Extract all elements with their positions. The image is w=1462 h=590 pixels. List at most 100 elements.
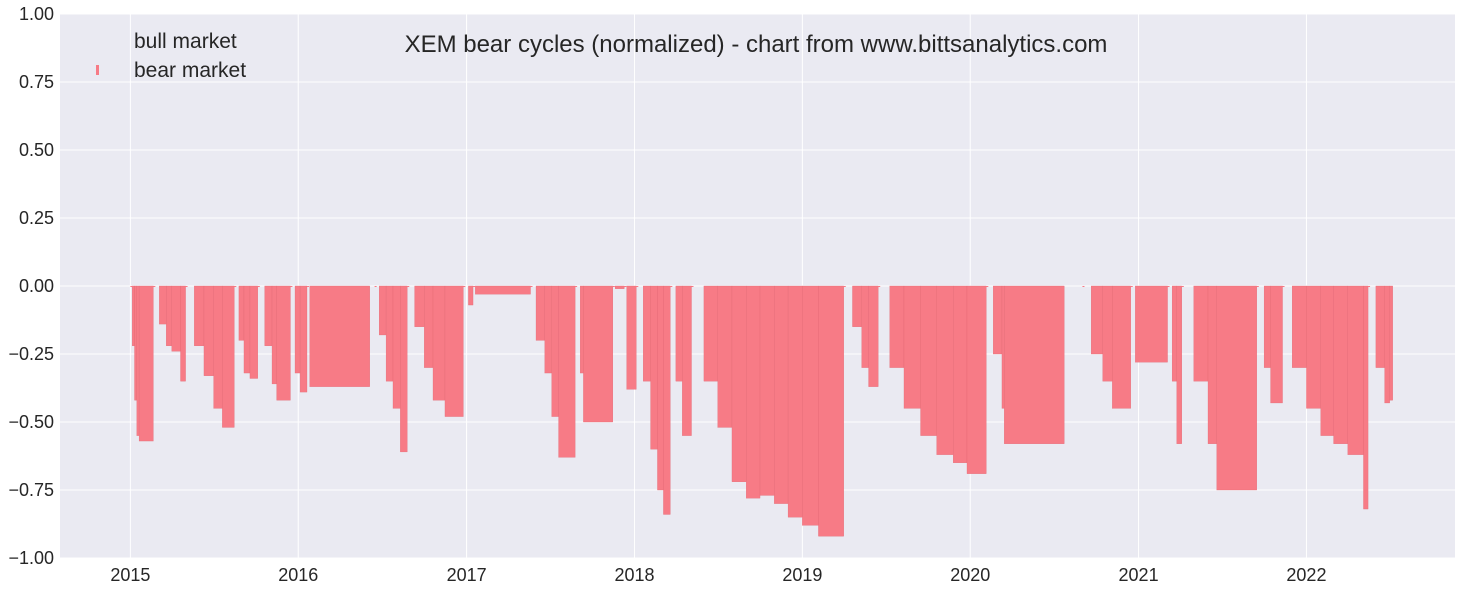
bear-market-bar: [626, 285, 637, 390]
bear-market-bar: [1263, 285, 1271, 368]
bear-market-bar: [1112, 285, 1131, 409]
bear-market-bar: [1135, 285, 1168, 363]
bear-market-bar: [294, 285, 301, 374]
bear-market-bar: [868, 285, 879, 387]
bear-market-bar: [432, 285, 446, 401]
bear-market-bar: [551, 285, 559, 417]
bear-market-bar: [544, 285, 552, 374]
bear-market-bar: [650, 285, 658, 450]
bear-market-bar: [966, 285, 987, 474]
bear-market-bar: [309, 285, 370, 387]
bear-market-bar: [159, 285, 167, 325]
bear-market-bar: [1375, 285, 1385, 368]
bear-market-bar: [746, 285, 761, 499]
bear-cycle-start: [473, 286, 476, 287]
y-tick-label: 0.50: [19, 140, 54, 160]
bear-cycle-start: [636, 286, 639, 287]
bear-market-bar: [1363, 285, 1369, 510]
bear-cycle-start: [530, 286, 533, 287]
bear-market-bar: [657, 285, 664, 491]
legend-bear-label: bear market: [134, 59, 246, 82]
bear-market-bar: [1207, 285, 1217, 444]
bear-market-bar: [424, 285, 434, 368]
bear-market-bar: [213, 285, 223, 409]
bear-market-bar: [1320, 285, 1334, 436]
bear-cycle-start: [130, 286, 133, 287]
legend-bull-label: bull market: [134, 30, 237, 53]
bear-market-bar: [852, 285, 862, 327]
y-tick-label: 0.75: [19, 72, 54, 92]
bear-market-bar: [271, 285, 277, 385]
bear-market-bar: [299, 285, 308, 393]
bear-market-bar: [194, 285, 205, 346]
bear-cycle-start: [374, 286, 377, 287]
bear-market-bar: [861, 285, 869, 368]
bear-market-bar: [1216, 285, 1257, 491]
bear-cycle-start: [1181, 286, 1184, 287]
bear-market-bar: [1347, 285, 1364, 455]
bear-market-bar: [675, 285, 683, 382]
y-tick-labels: −1.00 −0.75 −0.50 −0.25 0.00 0.25 0.50 0.75 1.00: [8, 4, 54, 568]
bear-market-bar: [1384, 285, 1390, 404]
bear-market-bar: [731, 285, 747, 482]
legend: bull market bear market: [96, 30, 246, 82]
bear-cycle-start: [1082, 286, 1085, 287]
bear-market-bar: [468, 285, 474, 306]
x-tick-label: 2021: [1119, 565, 1159, 585]
bear-market-bar: [1306, 285, 1321, 409]
bear-market-bar: [1389, 285, 1393, 401]
bear-market-bar: [392, 285, 401, 409]
bear-market-bar: [1270, 285, 1283, 404]
bear-market-bar: [535, 285, 545, 341]
bear-cycle-start: [290, 286, 293, 287]
bear-cycle-start: [234, 286, 237, 287]
bear-market-bar: [1193, 285, 1209, 382]
bear-cycle-start: [257, 286, 260, 287]
bear-market-bar: [787, 285, 803, 518]
y-tick-label: 0.00: [19, 276, 54, 296]
bear-market-bar: [774, 285, 789, 504]
bear-market-bar: [444, 285, 464, 417]
bear-market-bar: [1176, 285, 1182, 444]
bear-cycle-start: [306, 286, 309, 287]
bear-market-bar: [580, 285, 584, 374]
bear-market-bar: [1091, 285, 1103, 355]
bear-market-bar: [138, 285, 154, 442]
bear-market-bar: [558, 285, 576, 458]
bear-cycle-start: [463, 286, 466, 287]
bear-cycle-start: [691, 286, 694, 287]
legend-bear-swatch: [96, 65, 99, 75]
bear-market-bar: [166, 285, 172, 346]
y-tick-label: 0.25: [19, 208, 54, 228]
bear-cycle-start: [1167, 286, 1170, 287]
y-tick-label: 1.00: [19, 4, 54, 24]
bear-market-bar: [385, 285, 394, 382]
bear-market-bar: [889, 285, 905, 368]
bear-market-bar: [475, 285, 531, 295]
x-tick-label: 2020: [950, 565, 990, 585]
bear-market-bar: [243, 285, 251, 374]
bear-cycle-start: [1256, 286, 1259, 287]
x-tick-labels: 2015 2016 2017 2018 2019 2020 2021 2022: [110, 565, 1326, 585]
bear-market-bar: [180, 285, 186, 382]
bear-market-bar: [203, 285, 214, 376]
bear-market-bar: [1171, 285, 1177, 382]
bear-market-area: [130, 285, 1393, 537]
y-tick-label: −0.25: [8, 344, 54, 364]
bear-market-bar: [276, 285, 291, 401]
bear-market-bar: [682, 285, 692, 436]
bear-market-bar: [1102, 285, 1113, 382]
bear-market-bar: [643, 285, 651, 382]
chart-title: XEM bear cycles (normalized) - chart fro…: [405, 31, 1108, 58]
bear-market-bar: [993, 285, 1003, 355]
bear-market-bar: [414, 285, 425, 327]
bear-market-bar: [802, 285, 819, 526]
bear-cycle-start: [670, 286, 673, 287]
bear-market-bar: [222, 285, 235, 428]
bear-market-bar: [400, 285, 408, 453]
x-tick-label: 2018: [614, 565, 654, 585]
bear-market-bar: [920, 285, 937, 436]
bear-market-bar: [1333, 285, 1348, 444]
bear-market-bar: [238, 285, 245, 341]
bear-market-bar: [953, 285, 968, 463]
